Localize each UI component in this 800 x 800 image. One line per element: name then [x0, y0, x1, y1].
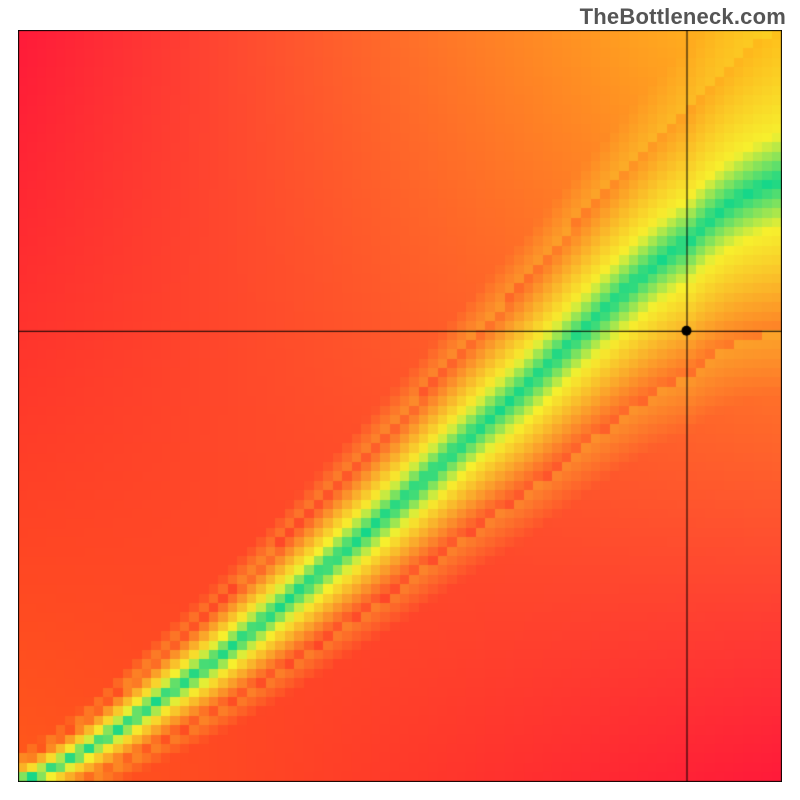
watermark-text: TheBottleneck.com	[580, 4, 786, 30]
bottleneck-heatmap	[18, 30, 782, 782]
chart-container: TheBottleneck.com	[0, 0, 800, 800]
